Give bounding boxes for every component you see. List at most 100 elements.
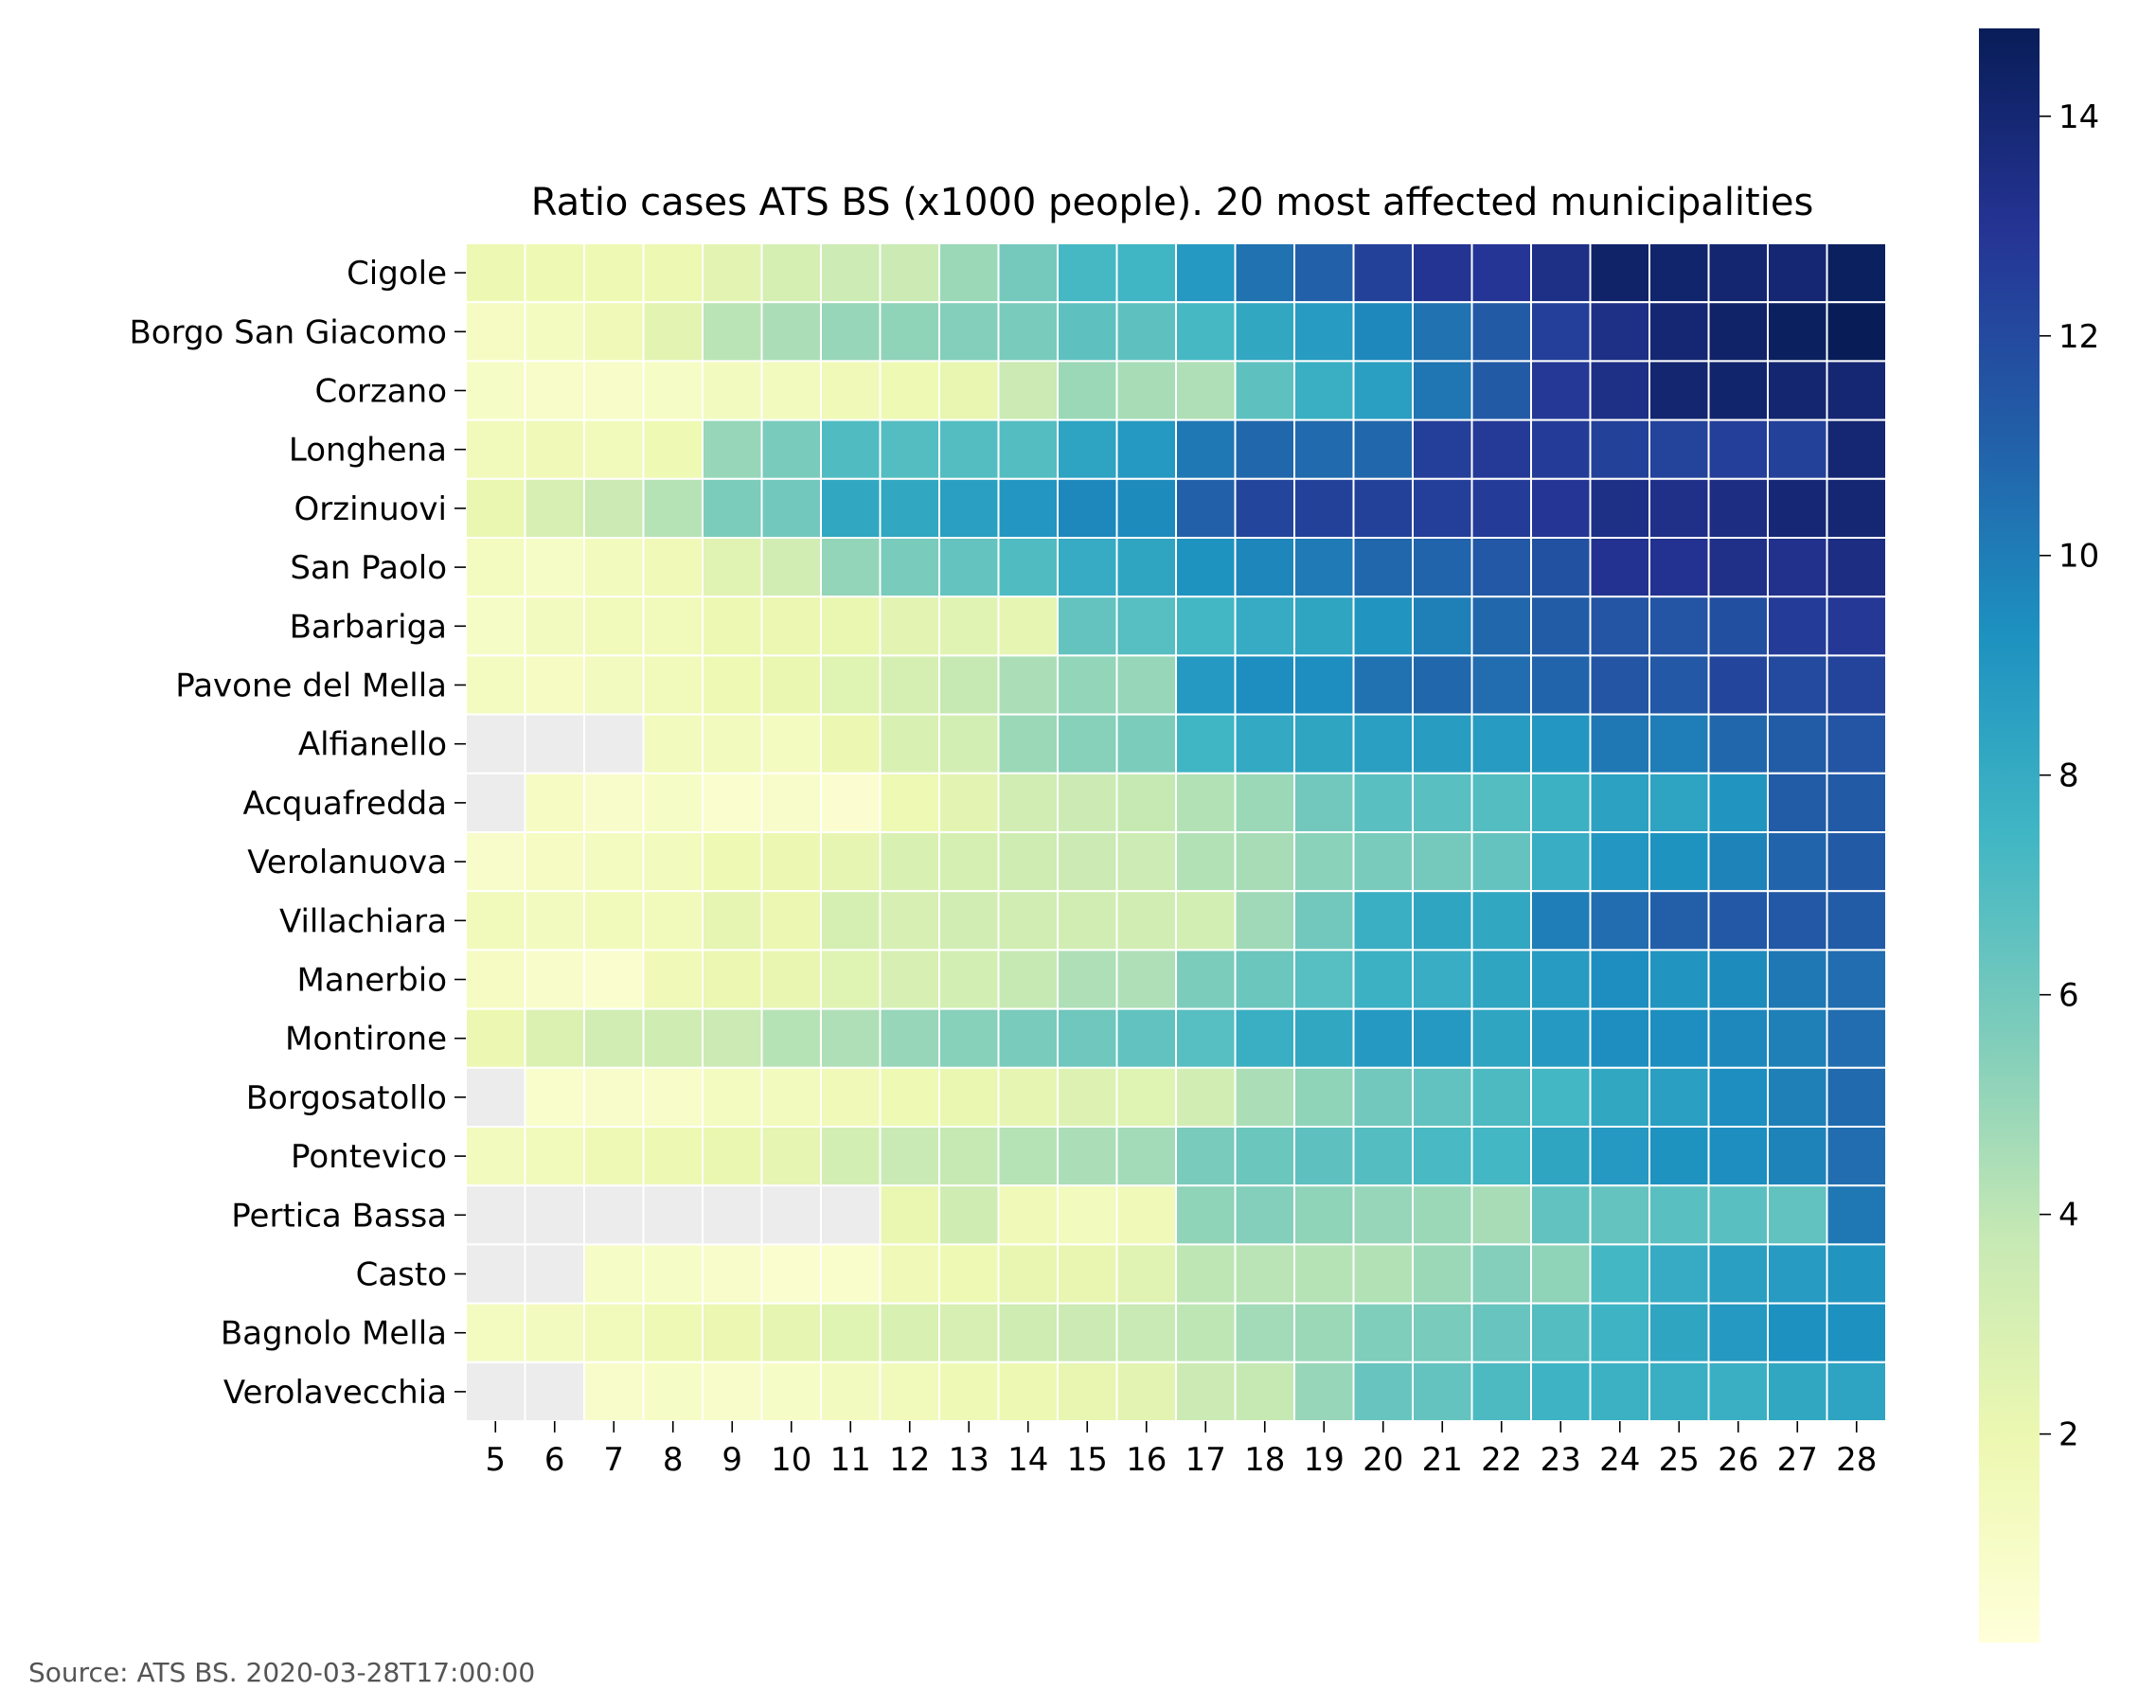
heatmap-cell — [465, 1243, 526, 1305]
heatmap-cell — [879, 831, 940, 893]
heatmap-cell — [465, 537, 526, 598]
heatmap-cell — [1115, 1007, 1177, 1069]
heatmap-cell — [760, 949, 822, 1010]
heatmap-cell — [1648, 890, 1710, 952]
heatmap-cell — [879, 1302, 940, 1363]
heatmap-cell — [938, 890, 1000, 952]
heatmap-cell — [1589, 1126, 1650, 1187]
x-tick-label: 20 — [1363, 1441, 1403, 1479]
heatmap-cell — [997, 831, 1059, 893]
heatmap-cell — [938, 1184, 1000, 1246]
heatmap-cell — [1175, 654, 1237, 716]
heatmap-cell — [524, 772, 585, 833]
heatmap-cell — [1707, 360, 1769, 421]
heatmap-cell — [524, 301, 585, 363]
heatmap-cell — [1352, 301, 1414, 363]
x-tick-label: 23 — [1541, 1441, 1581, 1479]
x-tick-label: 24 — [1599, 1441, 1640, 1479]
heatmap-cell — [1293, 772, 1355, 833]
y-tick-label: Borgosatollo — [246, 1079, 447, 1117]
heatmap-cell — [1352, 654, 1414, 716]
heatmap-cell — [760, 1007, 822, 1069]
heatmap-cell — [1412, 596, 1473, 657]
heatmap-cell — [1352, 1126, 1414, 1187]
heatmap-cell — [465, 713, 526, 774]
heatmap-cell — [1470, 418, 1532, 480]
heatmap-cell — [465, 890, 526, 952]
heatmap-cell — [1057, 1302, 1118, 1363]
heatmap-cell — [1057, 360, 1118, 421]
heatmap-cell — [879, 360, 940, 421]
heatmap-cell — [642, 890, 704, 952]
heatmap-cell — [879, 949, 940, 1010]
heatmap-cell — [524, 713, 585, 774]
heatmap-cell — [1767, 477, 1828, 539]
heatmap-cell — [465, 1126, 526, 1187]
heatmap-cell — [583, 1066, 645, 1129]
heatmap-cell — [997, 1243, 1059, 1305]
heatmap-cell — [1412, 301, 1473, 363]
heatmap-cell — [1057, 1361, 1118, 1423]
heatmap-cell — [1293, 654, 1355, 716]
heatmap-cell — [1293, 1066, 1355, 1129]
heatmap-cell — [1707, 654, 1769, 716]
heatmap-cell — [760, 1361, 822, 1423]
heatmap-cell — [702, 1361, 763, 1423]
heatmap-cell — [1648, 1361, 1710, 1423]
heatmap-cell — [760, 713, 822, 774]
heatmap-cell — [583, 360, 645, 421]
heatmap-cell — [1412, 418, 1473, 480]
heatmap-cell — [1293, 537, 1355, 598]
heatmap-cell — [1767, 654, 1828, 716]
y-tick-label: Verolanuova — [247, 844, 447, 881]
heatmap-cell — [760, 1126, 822, 1187]
heatmap-cell — [465, 949, 526, 1010]
heatmap-cell — [1767, 596, 1828, 657]
heatmap-cell — [1767, 831, 1828, 893]
heatmap-cell — [879, 772, 940, 833]
heatmap-cell — [1057, 654, 1118, 716]
y-tick-label: Pontevico — [291, 1138, 447, 1176]
heatmap-cell — [1648, 477, 1710, 539]
heatmap-cell — [1648, 301, 1710, 363]
heatmap-cell — [583, 1302, 645, 1363]
heatmap-cell — [820, 1361, 882, 1423]
heatmap-cell — [820, 1126, 882, 1187]
heatmap-cell — [760, 1302, 822, 1363]
heatmap-cell — [1293, 477, 1355, 539]
heatmap-cell — [1234, 596, 1295, 657]
heatmap-cell — [938, 242, 1000, 304]
heatmap-cell — [1530, 360, 1592, 421]
colorbar-gradient — [1979, 28, 2040, 1643]
heatmap-cell — [583, 890, 645, 952]
y-tick-label: Cigole — [347, 255, 447, 293]
heatmap-cell — [879, 890, 940, 952]
heatmap-cell — [1234, 1361, 1295, 1423]
heatmap-cell — [1530, 1007, 1592, 1069]
x-tick-label: 15 — [1067, 1441, 1108, 1479]
heatmap-cell — [1826, 831, 1887, 893]
heatmap-cell — [879, 242, 940, 304]
heatmap-cell — [1589, 360, 1650, 421]
heatmap-cell — [1412, 831, 1473, 893]
heatmap-cell — [938, 1007, 1000, 1069]
colorbar: 2 4 6 8 10 12 14 — [1979, 28, 2099, 1643]
heatmap-cell — [820, 1007, 882, 1069]
heatmap-cell — [702, 301, 763, 363]
heatmap-cell — [938, 1066, 1000, 1129]
heatmap-cell — [1234, 713, 1295, 774]
heatmap-cell — [642, 1361, 704, 1423]
heatmap-cell — [524, 1243, 585, 1305]
heatmap-cell — [1057, 1066, 1118, 1129]
heatmap-cell — [1648, 418, 1710, 480]
heatmap-cell — [1352, 1066, 1414, 1129]
heatmap-cell — [879, 1361, 940, 1423]
heatmap-cell — [1412, 949, 1473, 1010]
x-tick-label: 17 — [1185, 1441, 1226, 1479]
heatmap-cell — [1175, 477, 1237, 539]
heatmap-cell — [760, 1066, 822, 1129]
heatmap-cell — [524, 1302, 585, 1363]
heatmap-cell — [1767, 1184, 1828, 1246]
heatmap-cell — [1707, 831, 1769, 893]
heatmap-cell — [1589, 654, 1650, 716]
